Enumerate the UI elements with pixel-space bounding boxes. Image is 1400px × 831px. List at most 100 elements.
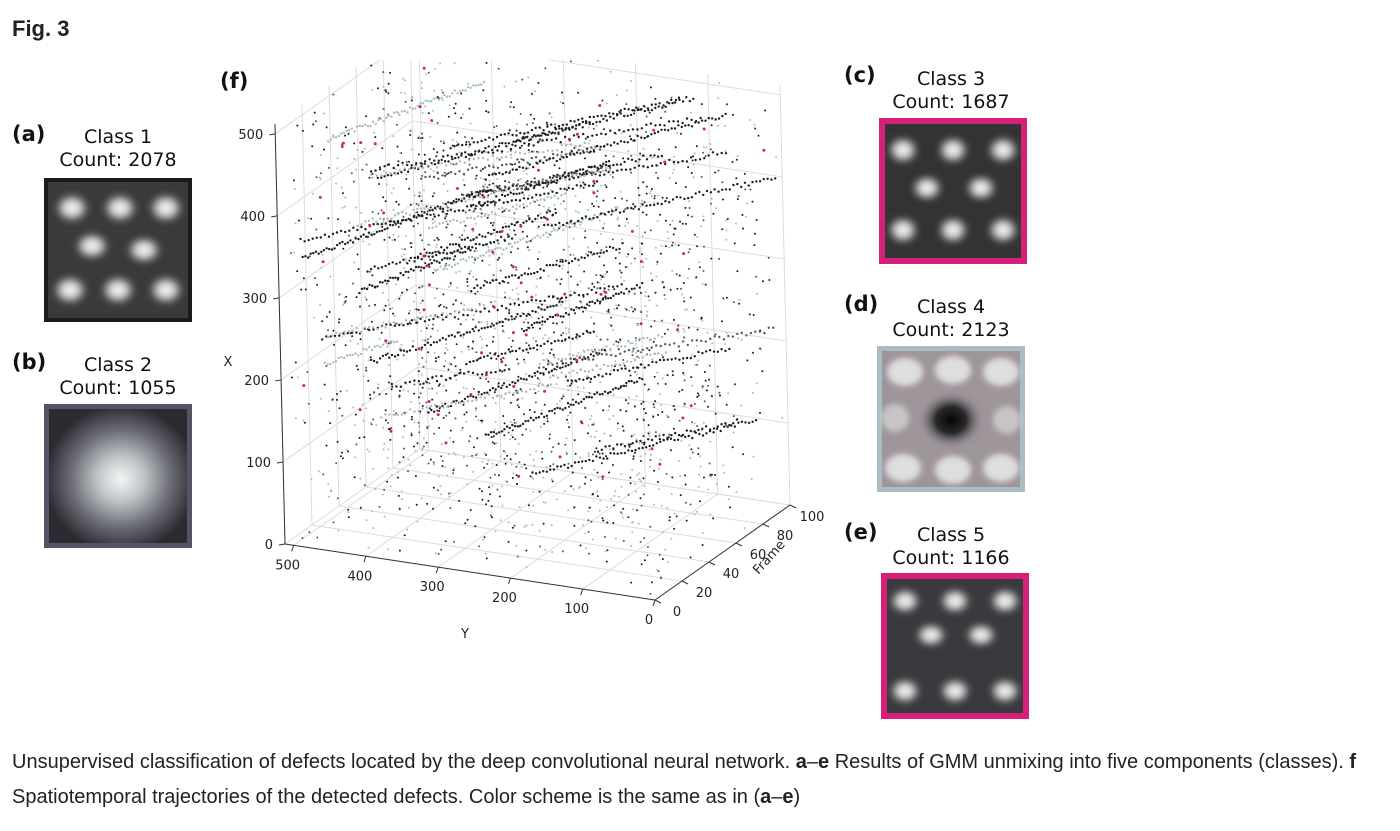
defect-point — [472, 141, 475, 144]
defect-point — [537, 225, 540, 228]
defect-point — [463, 197, 466, 200]
defect-point — [603, 222, 606, 225]
defect-point — [471, 327, 474, 331]
defect-point — [311, 192, 314, 195]
defect-point — [442, 183, 445, 186]
defect-point — [514, 438, 517, 441]
defect-point — [539, 198, 542, 201]
defect-point — [616, 345, 619, 348]
defect-point — [676, 438, 680, 441]
defect-point — [323, 148, 326, 151]
defect-point — [414, 107, 417, 110]
defect-point — [661, 558, 664, 561]
defect-point — [633, 451, 636, 454]
defect-point — [648, 431, 651, 434]
defect-point — [601, 211, 605, 215]
defect-point — [596, 190, 599, 192]
defect-point — [552, 304, 555, 308]
defect-point — [417, 153, 420, 156]
defect-point — [460, 400, 464, 403]
defect-point — [444, 352, 447, 355]
defect-point — [363, 147, 366, 150]
defect-point — [664, 298, 667, 301]
defect-point — [613, 308, 616, 310]
defect-point — [336, 243, 339, 247]
defect-point — [464, 250, 467, 254]
defect-point — [689, 503, 692, 506]
defect-point — [358, 436, 361, 439]
defect-point — [647, 424, 650, 427]
defect-point — [442, 268, 445, 271]
defect-point — [702, 215, 705, 218]
defect-point — [634, 339, 638, 342]
defect-point — [607, 285, 610, 288]
defect-point — [532, 458, 535, 461]
defect-point — [323, 383, 326, 386]
defect-point — [645, 314, 648, 316]
defect-point — [522, 169, 525, 172]
defect-point — [404, 260, 407, 263]
defect-point — [575, 151, 579, 154]
defect-point — [412, 215, 416, 219]
defect-point — [374, 136, 377, 139]
defect-point — [426, 377, 430, 381]
defect-point — [446, 154, 449, 157]
defect-point — [368, 270, 371, 273]
defect-point — [497, 354, 500, 358]
defect-point — [435, 392, 438, 395]
defect-point — [598, 393, 602, 396]
defect-point — [559, 315, 562, 318]
defect-point — [536, 348, 539, 351]
defect-point — [509, 438, 512, 441]
defect-point — [547, 371, 551, 374]
defect-point — [572, 152, 575, 155]
defect-point — [522, 221, 525, 224]
defect-point — [369, 356, 372, 359]
defect-point — [468, 440, 471, 443]
defect-point — [464, 200, 467, 203]
defect-point — [605, 102, 608, 105]
defect-point — [701, 282, 704, 285]
defect-point — [594, 350, 597, 353]
defect-point — [537, 168, 540, 172]
defect-point — [550, 524, 553, 527]
defect-point — [522, 378, 525, 381]
defect-point — [493, 391, 496, 394]
defect-point — [480, 351, 484, 355]
defect-point — [541, 181, 544, 185]
defect-point — [639, 540, 642, 543]
defect-point — [346, 241, 349, 244]
defect-point — [501, 329, 504, 332]
defect-point — [465, 259, 468, 262]
defect-point — [419, 207, 423, 210]
defect-point — [562, 223, 565, 227]
defect-point — [470, 205, 473, 208]
defect-point — [675, 195, 678, 199]
panel-d-title: Class 4 Count: 2123 — [866, 296, 1036, 342]
defect-point — [556, 468, 559, 471]
defect-point — [507, 243, 511, 246]
defect-point — [501, 211, 504, 213]
defect-point — [518, 406, 520, 409]
defect-point — [614, 363, 617, 366]
defect-point — [441, 221, 445, 225]
defect-point — [325, 444, 328, 447]
defect-point — [615, 94, 618, 97]
defect-point — [606, 457, 609, 460]
defect-point — [389, 172, 392, 175]
defect-point — [616, 285, 619, 288]
defect-point — [304, 288, 307, 291]
defect-point — [402, 388, 405, 391]
defect-point — [663, 128, 667, 131]
defect-point — [714, 474, 717, 476]
defect-point — [396, 145, 399, 148]
defect-point — [616, 114, 619, 117]
defect-point — [592, 191, 596, 195]
defect-point — [419, 269, 422, 272]
defect-point — [512, 188, 515, 192]
defect-point — [390, 382, 393, 386]
panel-letter-e: (e) — [844, 520, 878, 544]
defect-point — [546, 185, 549, 188]
defect-point — [754, 127, 757, 130]
defect-point — [707, 116, 710, 120]
